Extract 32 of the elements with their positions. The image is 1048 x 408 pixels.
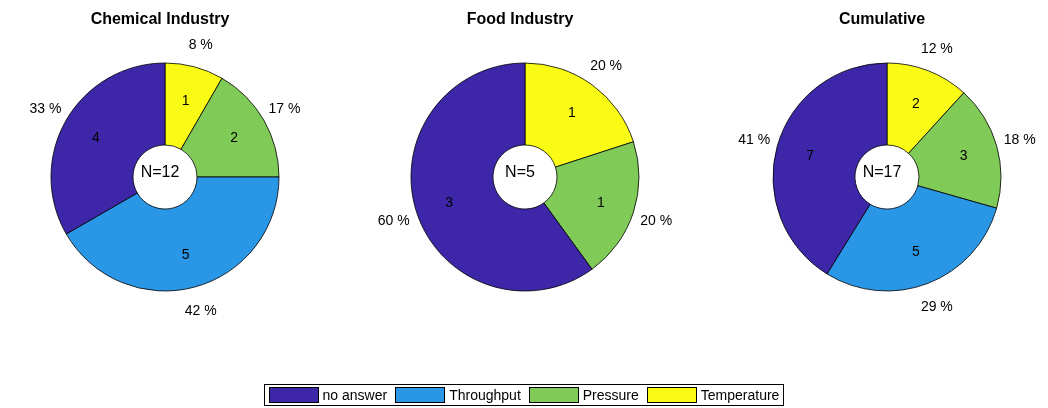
text: 8 % (188, 35, 213, 52)
legend-label: Temperature (700, 387, 780, 403)
data-label: 5 (181, 246, 190, 263)
legend-label: Throughput (449, 387, 521, 403)
data-label: 7 (806, 147, 815, 164)
data-label: 1 (181, 91, 190, 108)
data-label: 1 (568, 104, 577, 121)
data-label: 5 (911, 243, 920, 260)
data-label: 1 (597, 193, 605, 210)
data-label: 3 (959, 147, 968, 164)
text: 42 % (184, 302, 217, 319)
text: 18 % (1003, 131, 1036, 148)
text: 20 % (590, 57, 623, 74)
data-label: 3 (445, 193, 454, 210)
text: N=17 (861, 163, 903, 181)
data-label: 2 (911, 94, 920, 111)
text: N=12 (139, 163, 181, 181)
chart-title: Food Industry (465, 10, 575, 28)
text: 60 % (377, 211, 410, 228)
text: 41 % (738, 131, 771, 148)
text: 33 % (29, 100, 62, 116)
text: 20 % (640, 211, 673, 228)
text: 17 % (268, 100, 301, 116)
text: N=5 (504, 163, 536, 181)
data-label: 2 (230, 129, 239, 146)
chart-title: Chemical Industry (89, 10, 231, 28)
data-label: 4 (91, 129, 100, 146)
legend-label: no answer (322, 387, 388, 403)
text: 29 % (920, 297, 953, 314)
chart-title: Cumulative (837, 10, 927, 28)
legend-label: Pressure (582, 387, 639, 403)
text: 12 % (920, 40, 953, 57)
